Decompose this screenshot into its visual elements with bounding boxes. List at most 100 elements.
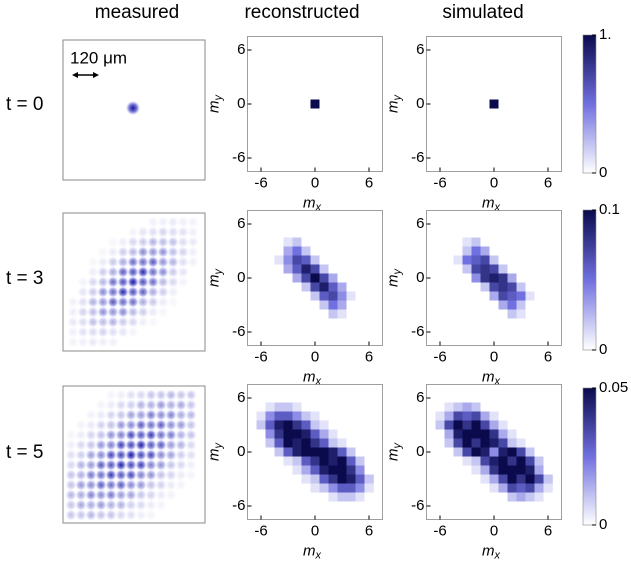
row-label: t = 3 xyxy=(6,268,44,289)
measured-spot xyxy=(105,439,117,451)
heatmap-cell xyxy=(435,117,445,127)
heatmap-cell xyxy=(328,126,338,136)
heatmap-cell xyxy=(462,465,472,475)
heatmap-cell xyxy=(525,465,535,475)
heatmap-cell xyxy=(516,273,526,283)
heatmap-cell xyxy=(498,135,508,145)
heatmap-cell xyxy=(444,474,454,484)
heatmap-cell xyxy=(480,135,490,145)
heatmap-cell xyxy=(453,135,463,145)
heatmap-cell xyxy=(498,300,508,310)
heatmap-cell xyxy=(498,309,508,319)
heatmap-cell xyxy=(435,90,445,100)
heatmap-cell xyxy=(301,54,311,64)
measured-spot xyxy=(175,389,187,401)
heatmap-cell xyxy=(310,45,320,55)
heatmap-cell xyxy=(435,429,445,439)
heatmap-cell xyxy=(453,153,463,163)
heatmap-cell xyxy=(274,45,284,55)
heatmap-cell xyxy=(256,255,266,265)
heatmap-cell xyxy=(310,135,320,145)
measured-spot xyxy=(145,429,157,441)
heatmap-cell xyxy=(444,411,454,421)
heatmap-cell xyxy=(346,99,356,109)
measured-spot xyxy=(167,226,179,238)
heatmap-cell xyxy=(274,309,284,319)
y-tick-label: 0 xyxy=(237,95,245,112)
measured-spot xyxy=(167,286,179,298)
measured-spot xyxy=(65,479,77,491)
x-tick-label: -6 xyxy=(433,522,446,539)
heatmap-cell xyxy=(462,99,472,109)
heatmap-cell xyxy=(337,327,347,337)
measured-spot xyxy=(155,419,167,431)
measured-spot xyxy=(107,276,119,288)
heatmap-cell xyxy=(346,81,356,91)
heatmap-cell xyxy=(274,144,284,154)
heatmap-cell xyxy=(534,72,544,82)
heatmap-cell xyxy=(274,429,284,439)
heatmap-cell xyxy=(319,300,329,310)
heatmap-cell xyxy=(507,72,517,82)
measured-spot xyxy=(127,246,139,258)
heatmap-cell xyxy=(489,465,499,475)
heatmap-cell xyxy=(274,153,284,163)
heatmap-cell xyxy=(346,300,356,310)
heatmap-cell xyxy=(265,246,275,256)
measured-spot xyxy=(105,449,117,461)
heatmap-cell xyxy=(516,63,526,73)
measured-spot xyxy=(65,469,77,481)
heatmap-cell xyxy=(507,438,517,448)
heatmap-cell xyxy=(516,291,526,301)
heatmap-cell xyxy=(319,291,329,301)
heatmap-cell xyxy=(471,420,481,430)
heatmap-cell xyxy=(462,411,472,421)
measured-spot xyxy=(185,429,197,441)
heatmap-cell xyxy=(453,90,463,100)
heatmap-cell xyxy=(444,300,454,310)
measured-spot xyxy=(77,276,89,288)
measured-spot xyxy=(157,266,169,278)
heatmap-cell xyxy=(301,327,311,337)
heatmap-cell xyxy=(355,300,365,310)
measured-spot xyxy=(95,429,107,441)
measured-spot xyxy=(117,256,129,268)
measured-spot xyxy=(95,489,107,501)
heatmap-cell xyxy=(283,402,293,412)
heatmap-cell xyxy=(301,144,311,154)
heatmap-cell xyxy=(355,402,365,412)
measured-spot xyxy=(115,449,127,461)
heatmap-cell xyxy=(498,291,508,301)
heatmap-cell xyxy=(471,144,481,154)
heatmap-cell xyxy=(498,327,508,337)
y-tick-label: 6 xyxy=(416,389,424,406)
heatmap-cell xyxy=(435,483,445,493)
heatmap-cell xyxy=(543,282,553,292)
heatmap-cell xyxy=(489,318,499,328)
heatmap-cell xyxy=(292,81,302,91)
heatmap-cell xyxy=(256,144,266,154)
heatmap-cell xyxy=(310,483,320,493)
measured-spot xyxy=(85,429,97,441)
heatmap-cell xyxy=(346,273,356,283)
heatmap-cell xyxy=(292,219,302,229)
heatmap-cell xyxy=(516,393,526,403)
heatmap-cell xyxy=(462,318,472,328)
heatmap-cell xyxy=(534,126,544,136)
heatmap-cell xyxy=(364,447,374,457)
heatmap-cell xyxy=(301,465,311,475)
measured-spot xyxy=(147,246,159,258)
heatmap-cell xyxy=(256,246,266,256)
measured-spot xyxy=(137,266,149,278)
measured-spot xyxy=(127,316,139,328)
heatmap-cell xyxy=(435,246,445,256)
heatmap-cell xyxy=(435,63,445,73)
heatmap-cell xyxy=(310,237,320,247)
heatmap-cell xyxy=(507,300,517,310)
measured-spot xyxy=(137,246,149,258)
heatmap-cell xyxy=(337,429,347,439)
heatmap-cell xyxy=(534,54,544,64)
measured-spot xyxy=(95,459,107,471)
measured-spot xyxy=(87,326,99,338)
heatmap-cell xyxy=(265,126,275,136)
